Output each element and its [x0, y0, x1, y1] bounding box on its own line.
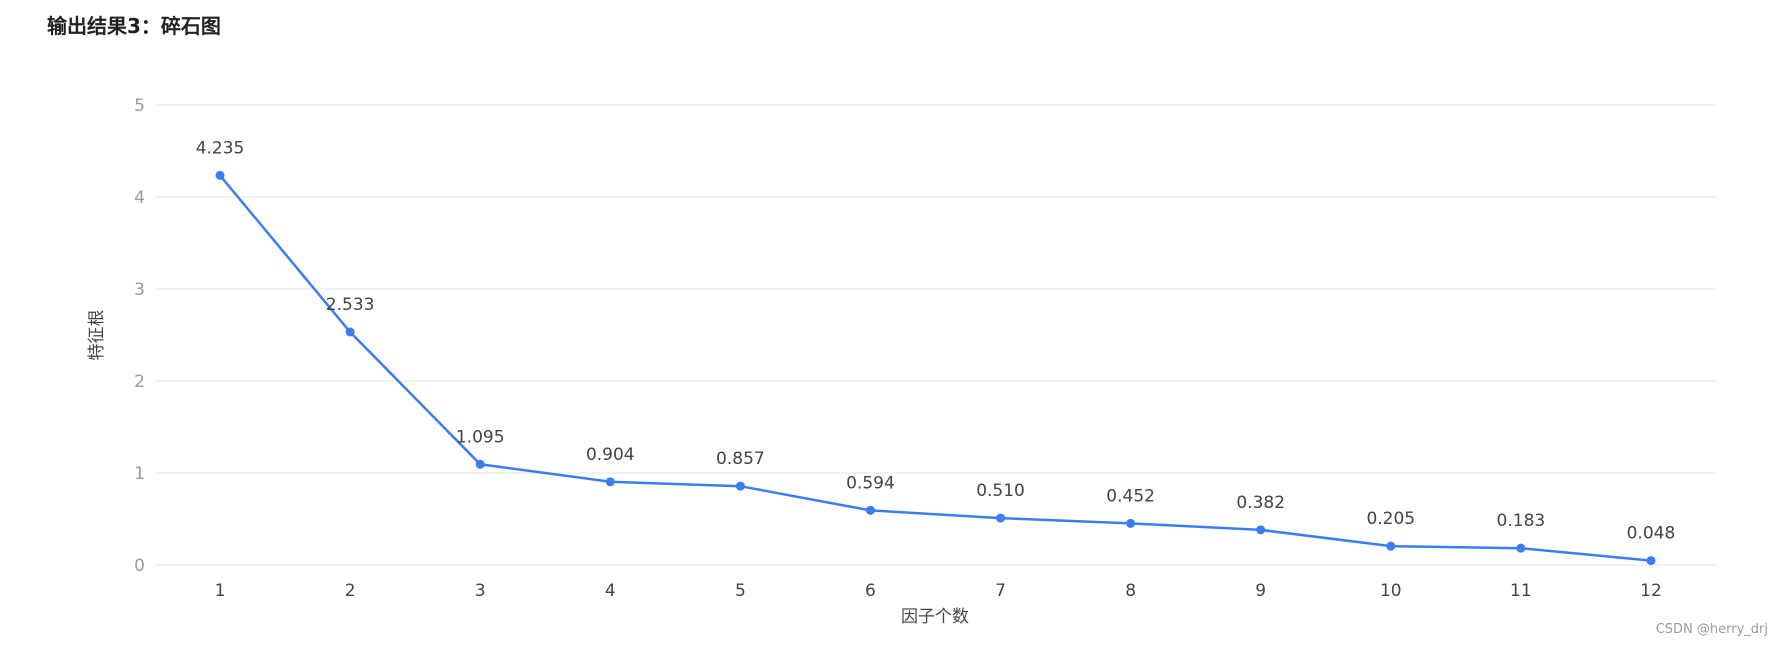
data-point — [1646, 556, 1656, 566]
y-tick-label: 0 — [134, 556, 145, 576]
data-label: 0.452 — [1106, 486, 1155, 506]
x-tick-label: 9 — [1255, 581, 1266, 601]
data-label: 1.095 — [456, 427, 505, 447]
data-point — [1256, 525, 1266, 535]
y-tick-label: 5 — [134, 96, 145, 116]
x-tick-label: 2 — [345, 581, 356, 601]
x-tick-label: 6 — [865, 581, 876, 601]
x-tick-label: 3 — [475, 581, 486, 601]
x-axis-label: 因子个数 — [901, 607, 969, 627]
data-point — [215, 170, 225, 180]
data-point — [475, 459, 485, 469]
data-point — [735, 481, 745, 491]
data-points — [215, 170, 1656, 566]
y-axis-label: 特征根 — [87, 310, 107, 361]
data-label: 0.048 — [1627, 524, 1676, 544]
data-label: 0.183 — [1497, 511, 1546, 531]
data-point — [1126, 518, 1136, 528]
x-axis-ticks: 1 2 3 4 5 6 7 8 9 10 11 12 — [215, 581, 1662, 601]
data-point — [605, 477, 615, 487]
x-tick-label: 10 — [1380, 581, 1402, 601]
gridlines — [155, 104, 1716, 566]
y-tick-label: 4 — [134, 188, 145, 208]
data-label: 0.904 — [586, 445, 635, 465]
y-axis-ticks: 0 1 2 3 4 5 — [134, 96, 145, 576]
data-point — [865, 505, 875, 515]
y-tick-label: 1 — [134, 464, 145, 484]
data-point — [996, 513, 1006, 523]
data-point — [1386, 541, 1396, 551]
data-label: 4.235 — [196, 138, 245, 158]
data-labels: 4.235 2.533 1.095 0.904 0.857 0.594 0.510 0.452… — [196, 138, 1676, 543]
data-label: 0.510 — [976, 481, 1025, 501]
data-point — [345, 327, 355, 337]
x-tick-label: 4 — [605, 581, 616, 601]
x-tick-label: 7 — [995, 581, 1006, 601]
page-title: 输出结果3：碎石图 — [47, 14, 221, 38]
data-label: 0.857 — [716, 449, 765, 469]
y-tick-label: 2 — [134, 372, 145, 392]
eigenvalue-series-line — [219, 174, 1652, 562]
y-tick-label: 3 — [134, 280, 145, 300]
x-tick-label: 5 — [735, 581, 746, 601]
data-label: 0.205 — [1366, 509, 1415, 529]
x-tick-label: 12 — [1640, 581, 1662, 601]
watermark: CSDN @herry_drj — [1655, 622, 1768, 637]
x-tick-label: 1 — [215, 581, 226, 601]
data-label: 2.533 — [326, 295, 375, 315]
data-label: 0.382 — [1236, 493, 1285, 513]
data-label: 0.594 — [846, 473, 895, 493]
data-point — [1516, 543, 1526, 553]
x-tick-label: 8 — [1125, 581, 1136, 601]
x-tick-label: 11 — [1510, 581, 1532, 601]
